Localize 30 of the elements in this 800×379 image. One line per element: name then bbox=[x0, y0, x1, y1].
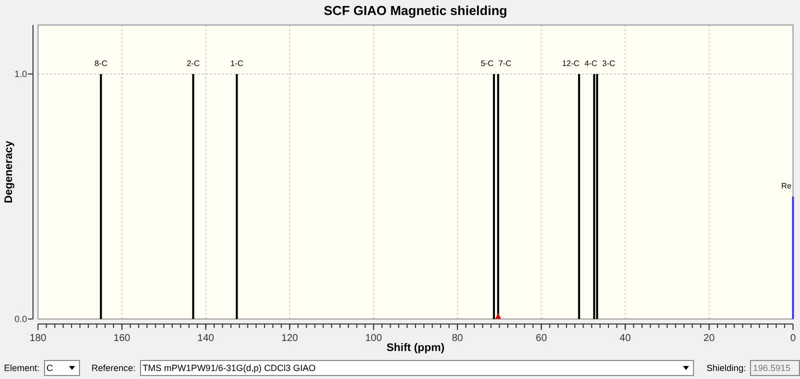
x-tick-label: 40 bbox=[620, 333, 632, 344]
text: Reference: bbox=[92, 363, 136, 373]
x-tick-label: 180 bbox=[30, 333, 47, 344]
annotation: 7-C bbox=[498, 59, 512, 68]
x-tick-label: 160 bbox=[114, 333, 131, 344]
annotation: Re bbox=[781, 182, 792, 190]
text: Shielding: bbox=[706, 363, 746, 373]
text: C bbox=[46, 363, 54, 373]
x-tick-label: 20 bbox=[704, 333, 716, 344]
x-axis-title: Shift (ppm) bbox=[386, 342, 445, 354]
x-tick-label: 0 bbox=[790, 333, 796, 344]
annotation: 2-C bbox=[186, 59, 200, 68]
annotation: 12-C bbox=[562, 59, 580, 68]
x-tick-label: 60 bbox=[536, 333, 548, 344]
text: Element: bbox=[4, 363, 40, 373]
chart-title: SCF GIAO Magnetic shielding bbox=[324, 3, 508, 18]
annotation: 4-C bbox=[584, 59, 598, 68]
x-tick-label: 140 bbox=[197, 333, 215, 344]
y-tick-label: 1.0 bbox=[14, 69, 27, 79]
annotation: 1-C bbox=[230, 59, 244, 68]
x-tick-label: 120 bbox=[281, 333, 298, 344]
x-tick-label: 80 bbox=[452, 333, 464, 344]
annotation: 8-C bbox=[94, 59, 108, 68]
annotation: 3-C bbox=[602, 59, 616, 68]
text: 196.5915 bbox=[753, 363, 797, 373]
text: TMS mPW1PW91/6-31G(d,p) CDCl3 GIAO bbox=[142, 363, 317, 373]
y-tick-label: 0.0 bbox=[14, 314, 27, 324]
annotation: 5-C bbox=[480, 59, 494, 68]
x-tick-label: 100 bbox=[365, 333, 382, 344]
y-axis-title: Degeneracy bbox=[3, 140, 15, 204]
